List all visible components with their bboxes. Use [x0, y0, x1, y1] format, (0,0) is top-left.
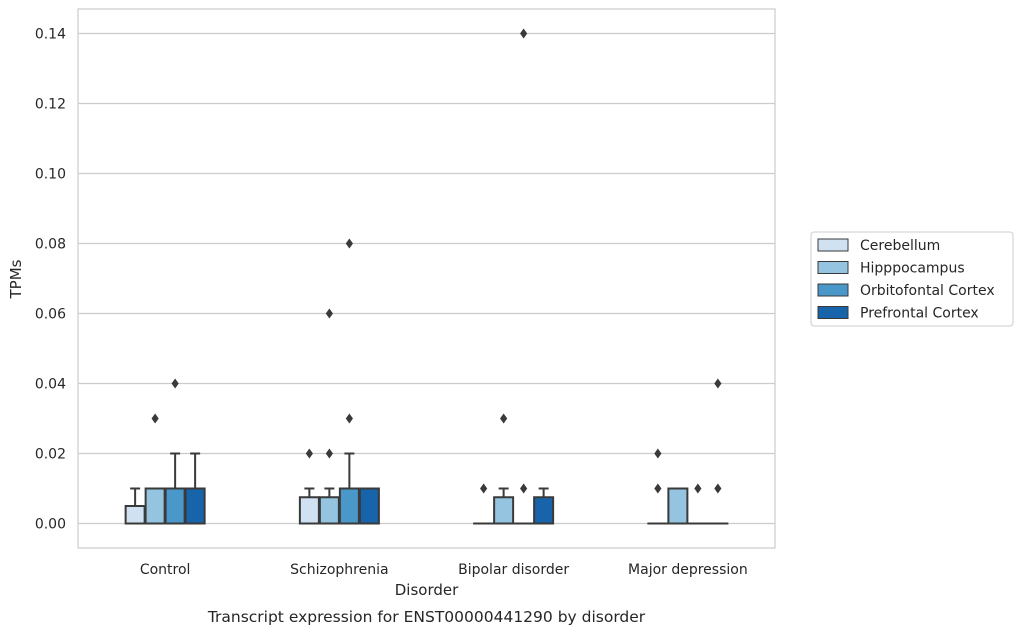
box-control-prefrontal-cortex — [184, 452, 206, 525]
box-bipolar-disorder-cerebellum — [473, 483, 495, 525]
x-tick-label-bipolar-disorder: Bipolar disorder — [458, 562, 569, 578]
legend: Cerebellum Hipppocampus Orbitofontal Corte… — [810, 231, 1014, 327]
box-major-depression-cerebellum — [647, 448, 669, 525]
box-body — [184, 487, 206, 525]
box-control-hipppocampus — [144, 413, 166, 525]
plot-frame — [77, 8, 776, 549]
outlier-point — [325, 448, 333, 459]
outlier-point — [345, 238, 353, 249]
legend-frame — [810, 231, 1014, 327]
box-body — [164, 487, 186, 525]
box-bipolar-disorder-prefrontal-cortex — [533, 487, 555, 525]
box-body — [533, 496, 555, 525]
box-bipolar-disorder-hipppocampus — [493, 413, 515, 525]
y-tick-label: 0.04 — [35, 377, 66, 393]
outlier-point — [345, 413, 353, 424]
outlier-point — [694, 483, 702, 494]
x-tick-label-major-depression: Major depression — [628, 562, 748, 578]
box-schizophrenia-cerebellum — [298, 448, 320, 525]
outlier-point — [714, 483, 722, 494]
outlier-point — [520, 483, 528, 494]
y-tick-label: 0.06 — [35, 307, 66, 323]
box-schizophrenia-orbitofontal-cortex — [338, 238, 360, 525]
y-tick-label: 0.12 — [35, 97, 66, 113]
box-major-depression-prefrontal-cortex — [707, 378, 729, 525]
box-major-depression-hipppocampus — [667, 487, 689, 525]
legend-swatch-orbitofontal-cortex — [817, 283, 849, 297]
box-bipolar-disorder-orbitofontal-cortex — [513, 28, 535, 525]
outlier-point — [480, 483, 488, 494]
outlier-point — [325, 308, 333, 319]
y-tick-label: 0.14 — [35, 27, 66, 43]
box-control-orbitofontal-cortex — [164, 378, 186, 525]
outlier-point — [171, 378, 179, 389]
legend-label-cerebellum: Cerebellum — [860, 238, 940, 254]
box-control-cerebellum — [124, 487, 146, 525]
outlier-point — [151, 413, 159, 424]
box-body — [358, 487, 380, 525]
outlier-point — [654, 483, 662, 494]
box-body — [124, 505, 146, 525]
y-axis-label: TPMs — [7, 259, 25, 299]
grid-lines — [78, 32, 775, 525]
y-tick-label: 0.10 — [35, 167, 66, 183]
box-body — [144, 487, 166, 525]
outlier-point — [520, 28, 528, 39]
box-body — [318, 496, 340, 525]
legend-swatch-cerebellum — [817, 238, 849, 252]
box-body — [667, 487, 689, 525]
legend-label-orbitofontal-cortex: Orbitofontal Cortex — [860, 283, 995, 299]
legend-swatch-prefrontal-cortex — [817, 306, 849, 319]
chart-caption: Transcript expression for ENST0000044129… — [207, 608, 646, 626]
x-axis-label: Disorder — [395, 581, 459, 599]
y-tick-label: 0.02 — [35, 447, 66, 463]
y-tick-labels: 0.00 0.02 0.04 0.06 0.08 0.10 0.12 0.14 — [35, 27, 66, 533]
x-tick-label-schizophrenia: Schizophrenia — [290, 562, 388, 578]
plot-area — [124, 28, 729, 525]
y-tick-label: 0.08 — [35, 237, 66, 253]
box-major-depression-orbitofontal-cortex — [687, 483, 709, 525]
outlier-point — [654, 448, 662, 459]
outlier-point — [714, 378, 722, 389]
outlier-point — [305, 448, 313, 459]
x-tick-labels: Control Schizophrenia Bipolar disorder Majo… — [140, 562, 748, 578]
y-tick-label: 0.00 — [35, 517, 66, 533]
box-schizophrenia-hipppocampus — [318, 308, 340, 525]
x-tick-label-control: Control — [140, 562, 191, 578]
legend-label-prefrontal-cortex: Prefrontal Cortex — [860, 306, 979, 322]
box-body — [338, 487, 360, 525]
box-body — [493, 496, 515, 525]
box-body — [298, 496, 320, 525]
box-schizophrenia-prefrontal-cortex — [358, 487, 380, 525]
outlier-point — [500, 413, 508, 424]
legend-label-hipppocampus: Hipppocampus — [860, 261, 965, 277]
legend-swatch-hipppocampus — [817, 261, 849, 274]
